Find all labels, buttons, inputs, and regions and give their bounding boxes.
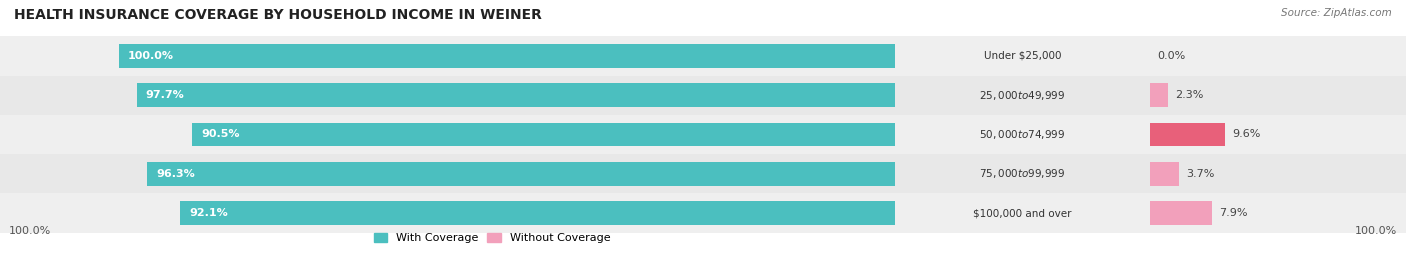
Bar — [1150, 83, 1168, 107]
Text: $100,000 and over: $100,000 and over — [973, 208, 1071, 218]
Text: 2.3%: 2.3% — [1175, 90, 1204, 100]
Bar — [118, 44, 894, 68]
Text: 7.9%: 7.9% — [1219, 208, 1247, 218]
Bar — [0, 76, 1406, 115]
Text: HEALTH INSURANCE COVERAGE BY HOUSEHOLD INCOME IN WEINER: HEALTH INSURANCE COVERAGE BY HOUSEHOLD I… — [14, 8, 541, 22]
Bar — [0, 115, 1406, 154]
Bar — [136, 83, 894, 107]
Text: 97.7%: 97.7% — [146, 90, 184, 100]
Text: 100.0%: 100.0% — [128, 51, 174, 61]
Bar — [1150, 123, 1225, 146]
Legend: With Coverage, Without Coverage: With Coverage, Without Coverage — [370, 228, 614, 247]
Bar — [0, 193, 1406, 233]
Text: 100.0%: 100.0% — [8, 226, 52, 236]
Bar — [0, 154, 1406, 193]
Bar — [1150, 201, 1212, 225]
Bar — [0, 36, 1406, 76]
Text: 92.1%: 92.1% — [190, 208, 228, 218]
Bar — [148, 162, 894, 186]
Bar — [193, 123, 894, 146]
Text: $50,000 to $74,999: $50,000 to $74,999 — [980, 128, 1066, 141]
Text: 96.3%: 96.3% — [156, 169, 195, 179]
Text: 0.0%: 0.0% — [1157, 51, 1185, 61]
Text: 9.6%: 9.6% — [1232, 129, 1261, 140]
Text: Source: ZipAtlas.com: Source: ZipAtlas.com — [1281, 8, 1392, 18]
Text: 3.7%: 3.7% — [1187, 169, 1215, 179]
Bar — [180, 201, 894, 225]
Text: $75,000 to $99,999: $75,000 to $99,999 — [980, 167, 1066, 180]
Text: 90.5%: 90.5% — [201, 129, 240, 140]
Text: 100.0%: 100.0% — [1354, 226, 1398, 236]
Text: $25,000 to $49,999: $25,000 to $49,999 — [980, 89, 1066, 102]
Bar — [1150, 162, 1180, 186]
Text: Under $25,000: Under $25,000 — [984, 51, 1062, 61]
